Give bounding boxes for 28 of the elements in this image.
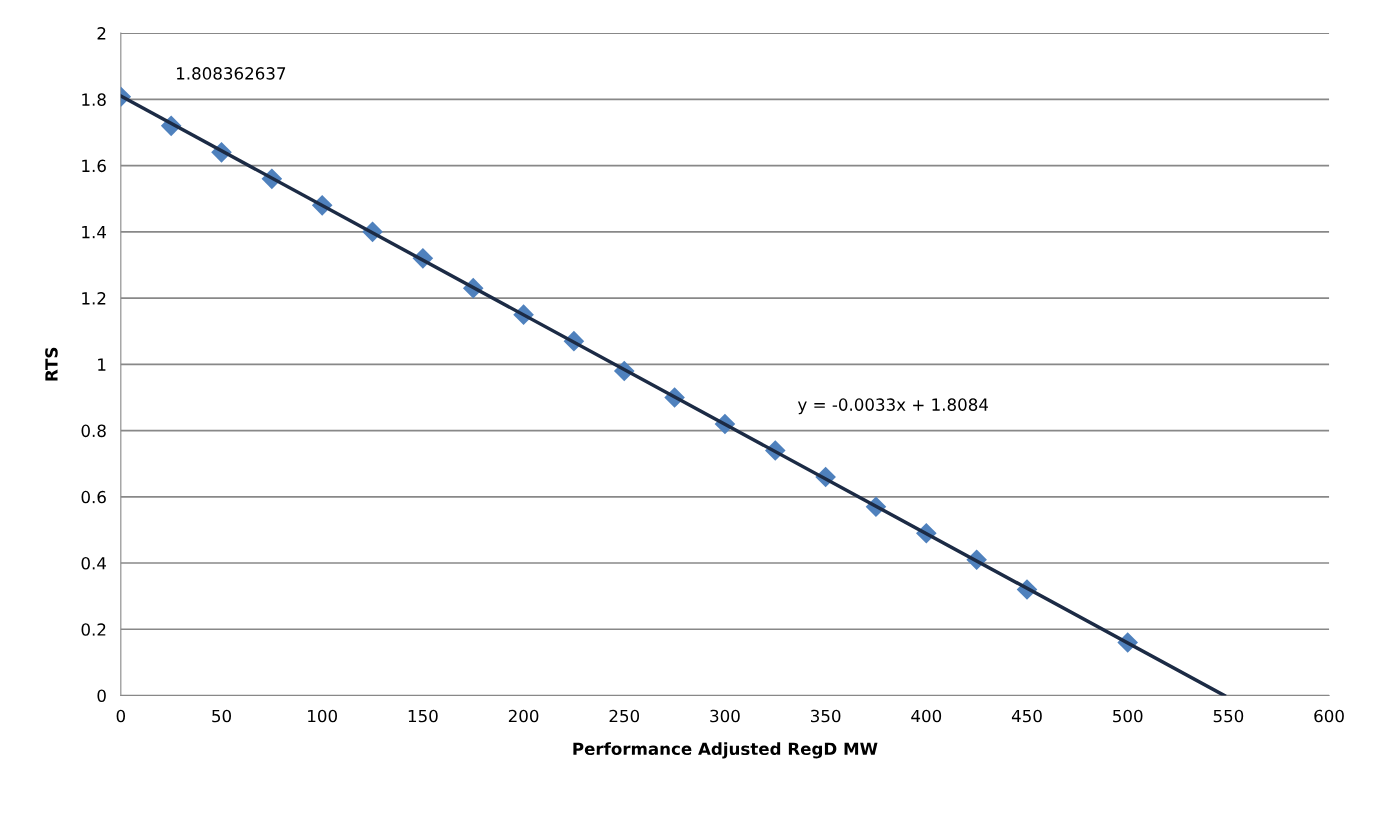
x-tick-label: 100: [308, 709, 337, 723]
x-tick-label: 400: [911, 709, 942, 723]
y-tick-label: 1.4: [82, 226, 106, 239]
x-tick-label: 600: [1314, 709, 1344, 723]
x-tick-label: 550: [1213, 709, 1244, 723]
y-tick-label: 2: [97, 27, 106, 40]
annotation: y = -0.0033x + 1.8084: [797, 398, 988, 415]
y-tick-label: 1: [98, 358, 106, 371]
x-tick-label: 150: [408, 709, 438, 723]
x-tick-label: 0: [116, 709, 126, 723]
x-axis-title: Performance Adjusted RegD MW: [573, 742, 878, 759]
annotation: 1.808362637: [177, 67, 286, 80]
y-axis-title: RTS: [45, 347, 58, 381]
y-tick-label: 0.4: [81, 557, 106, 570]
x-tick-label: 300: [710, 709, 740, 723]
x-tick-label: 450: [1011, 709, 1042, 723]
y-tick-label: 1.2: [82, 292, 106, 305]
x-tick-label: 250: [609, 709, 640, 723]
y-tick-label: 0.2: [81, 623, 106, 636]
x-tick-label: 50: [212, 709, 232, 723]
y-tick-label: 0: [97, 689, 106, 703]
x-tick-label: 500: [1113, 709, 1143, 723]
y-tick-label: 1.8: [82, 93, 106, 106]
x-tick-label: 200: [508, 709, 539, 723]
y-tick-label: 1.6: [82, 159, 106, 173]
x-tick-label: 350: [811, 709, 841, 723]
y-tick-label: 0.6: [81, 490, 106, 504]
y-tick-label: 0.8: [81, 424, 106, 438]
